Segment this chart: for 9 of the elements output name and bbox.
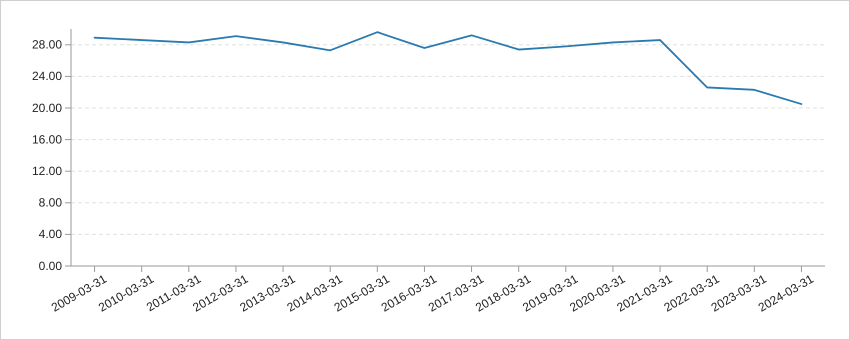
y-tick-label: 24.00 — [32, 69, 62, 84]
line-series — [94, 31, 802, 105]
y-tick-label: 12.00 — [32, 164, 62, 178]
y-tick-label: 4.00 — [38, 227, 62, 242]
y-tick-label: 20.00 — [32, 100, 62, 115]
y-tick-label: 8.00 — [38, 196, 62, 210]
y-tick-label: 0.00 — [38, 258, 62, 273]
y-tick-label: 16.00 — [32, 132, 62, 146]
y-tick-label: 28.00 — [32, 38, 62, 52]
